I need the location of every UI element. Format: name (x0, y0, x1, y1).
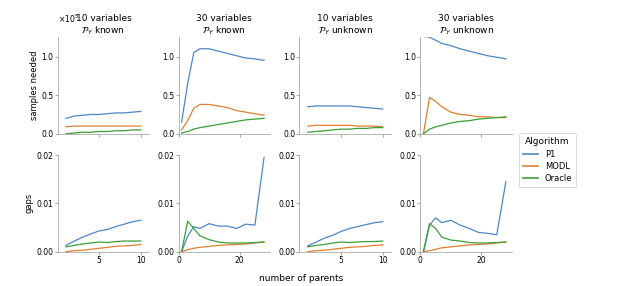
Text: $\times10^5$: $\times10^5$ (58, 12, 79, 25)
Y-axis label: samples needed: samples needed (29, 51, 38, 120)
Legend: P1, MODL, Oracle: P1, MODL, Oracle (519, 133, 577, 187)
Text: number of parents: number of parents (259, 274, 343, 283)
Title: 10 variables
$\mathcal{P}_Y$ known: 10 variables $\mathcal{P}_Y$ known (76, 14, 131, 37)
Title: 30 variables
$\mathcal{P}_Y$ known: 30 variables $\mathcal{P}_Y$ known (196, 14, 252, 37)
Y-axis label: gaps: gaps (25, 193, 34, 213)
Title: 30 variables
$\mathcal{P}_Y$ unknown: 30 variables $\mathcal{P}_Y$ unknown (438, 14, 494, 37)
Title: 10 variables
$\mathcal{P}_Y$ unknown: 10 variables $\mathcal{P}_Y$ unknown (317, 14, 373, 37)
